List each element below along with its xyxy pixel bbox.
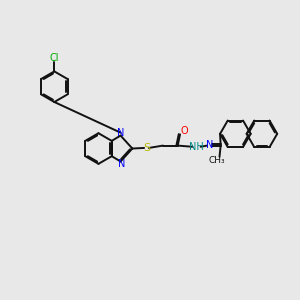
Text: O: O [180,127,188,136]
Text: NH: NH [189,142,204,152]
Text: CH₃: CH₃ [208,156,225,165]
Text: S: S [143,143,150,153]
Text: Cl: Cl [50,53,59,63]
Text: N: N [118,159,126,170]
Text: N: N [206,140,214,150]
Text: N: N [117,128,124,138]
